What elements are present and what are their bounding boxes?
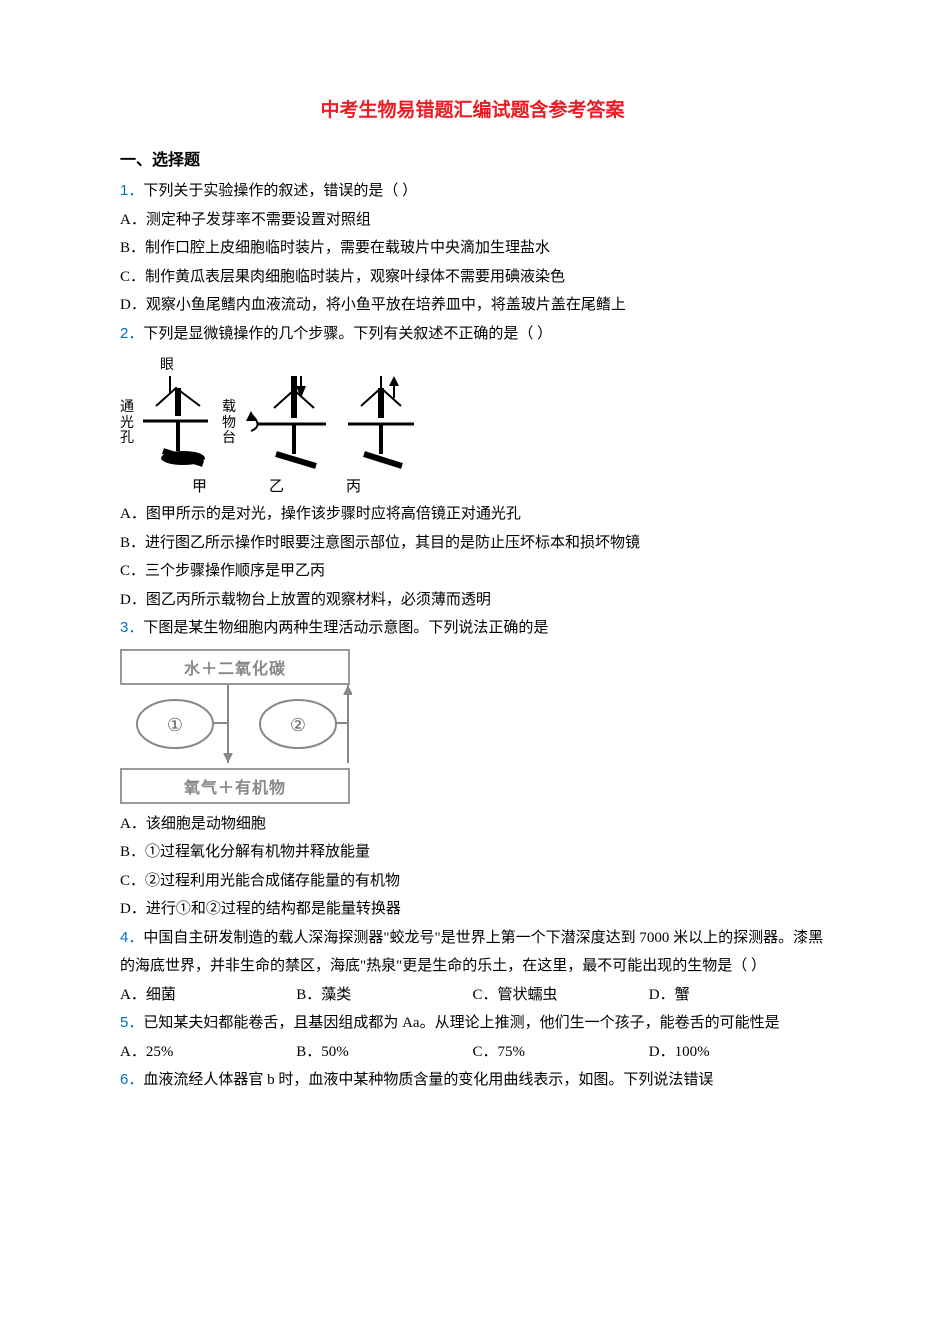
q3-opt-d: D．进行①和②过程的结构都是能量转换器	[120, 895, 825, 924]
question-2: 2．下列是显微镜操作的几个步骤。下列有关叙述不正确的是（ ）	[120, 320, 825, 349]
circle-1-label: ①	[167, 715, 183, 735]
q2-opt-c: C．三个步骤操作顺序是甲乙丙	[120, 557, 825, 586]
q1-opt-a: A．测定种子发芽率不需要设置对照组	[120, 206, 825, 235]
label-bing: 丙	[346, 475, 361, 496]
q5-opt-c: C．75%	[473, 1038, 649, 1067]
question-4: 4．中国自主研发制造的载人深海探测器"蛟龙号"是世界上第一个下潜深度达到 700…	[120, 924, 825, 981]
q6-text: 血液流经人体器官 b 时，血液中某种物质含量的变化用曲线表示，如图。下列说法错误	[143, 1072, 713, 1088]
q5-text: 已知某夫妇都能卷舌，且基因组成都为 Aa。从理论上推测，他们生一个孩子，能卷舌的…	[143, 1015, 779, 1031]
section-heading: 一、选择题	[120, 146, 825, 170]
question-6: 6．血液流经人体器官 b 时，血液中某种物质含量的变化用曲线表示，如图。下列说法…	[120, 1066, 825, 1095]
q1-opt-b: B．制作口腔上皮细胞临时装片，需要在载玻片中央滴加生理盐水	[120, 234, 825, 263]
stage-label: 载物台	[222, 400, 236, 446]
q1-text: 下列关于实验操作的叙述，错误的是（ ）	[143, 183, 417, 199]
q6-num: 6．	[120, 1071, 143, 1088]
label-jia: 甲	[192, 475, 207, 496]
q5-opt-a: A．25%	[120, 1038, 296, 1067]
doc-title: 中考生物易错题汇编试题含参考答案	[120, 95, 825, 122]
label-yi: 乙	[269, 475, 284, 496]
q4-opt-a: A．细菌	[120, 981, 296, 1010]
q4-options: A．细菌 B．藻类 C．管状蠕虫 D．蟹	[120, 981, 825, 1010]
q4-text: 中国自主研发制造的载人深海探测器"蛟龙号"是世界上第一个下潜深度达到 7000 …	[120, 930, 823, 975]
q3-num: 3．	[120, 619, 143, 636]
q4-opt-b: B．藻类	[296, 981, 472, 1010]
q3-opt-c: C．②过程利用光能合成储存能量的有机物	[120, 867, 825, 896]
bottom-box: 氧气＋有机物	[120, 768, 350, 804]
q4-opt-d: D．蟹	[649, 981, 825, 1010]
microscope-c-icon	[336, 376, 426, 471]
q1-opt-d: D．观察小鱼尾鳍内血液流动，将小鱼平放在培养皿中，将盖玻片盖在尾鳍上	[120, 291, 825, 320]
q4-num: 4．	[120, 929, 143, 946]
microscope-b-icon	[246, 376, 336, 471]
q5-options: A．25% B．50% C．75% D．100%	[120, 1038, 825, 1067]
q4-opt-c: C．管状蠕虫	[473, 981, 649, 1010]
q3-opt-a: A．该细胞是动物细胞	[120, 810, 825, 839]
question-1: 1．下列关于实验操作的叙述，错误的是（ ）	[120, 177, 825, 206]
q2-text: 下列是显微镜操作的几个步骤。下列有关叙述不正确的是（ ）	[143, 326, 552, 342]
process-diagram: 水＋二氧化碳 ① ② 氧气＋有机物	[120, 649, 825, 804]
q1-num: 1．	[120, 182, 143, 199]
q2-opt-b: B．进行图乙所示操作时眼要注意图示部位，其目的是防止压坏标本和损坏物镜	[120, 529, 825, 558]
q2-num: 2．	[120, 325, 143, 342]
q5-num: 5．	[120, 1014, 143, 1031]
q3-text: 下图是某生物细胞内两种生理活动示意图。下列说法正确的是	[143, 620, 548, 636]
circle-2-label: ②	[290, 715, 306, 735]
q5-opt-d: D．100%	[649, 1038, 825, 1067]
question-5: 5．已知某夫妇都能卷舌，且基因组成都为 Aa。从理论上推测，他们生一个孩子，能卷…	[120, 1009, 825, 1038]
q2-opt-d: D．图乙丙所示载物台上放置的观察材料，必须薄而透明	[120, 586, 825, 615]
q1-opt-c: C．制作黄瓜表层果肉细胞临时装片，观察叶绿体不需要用碘液染色	[120, 263, 825, 292]
side-label-1: 通光孔	[120, 400, 134, 446]
microscope-diagram: 眼 通光孔 载物台	[120, 354, 825, 496]
q3-opt-b: B．①过程氧化分解有机物并释放能量	[120, 838, 825, 867]
q5-opt-b: B．50%	[296, 1038, 472, 1067]
question-3: 3．下图是某生物细胞内两种生理活动示意图。下列说法正确的是	[120, 614, 825, 643]
process-arrows-icon: ① ②	[120, 685, 352, 763]
microscope-a-icon	[138, 376, 228, 471]
top-box: 水＋二氧化碳	[120, 649, 350, 685]
eye-label: 眼	[160, 354, 825, 374]
q2-opt-a: A．图甲所示的是对光，操作该步骤时应将高倍镜正对通光孔	[120, 500, 825, 529]
